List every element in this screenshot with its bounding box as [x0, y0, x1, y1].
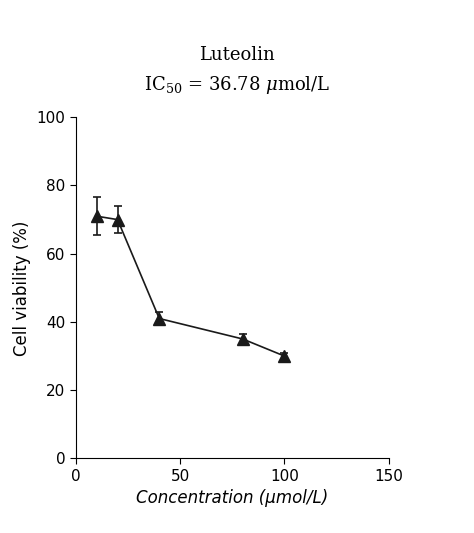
X-axis label: Concentration (μmol/L): Concentration (μmol/L): [136, 489, 328, 507]
Text: IC$_{50}$ = 36.78 $\mu$mol/L: IC$_{50}$ = 36.78 $\mu$mol/L: [144, 74, 330, 96]
Text: Luteolin: Luteolin: [199, 46, 275, 64]
Y-axis label: Cell viability (%): Cell viability (%): [13, 220, 31, 356]
